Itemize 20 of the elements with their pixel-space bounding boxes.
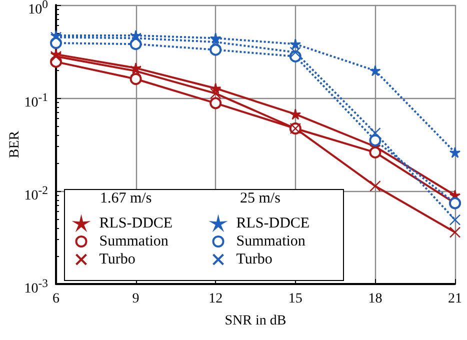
- legend-label: RLS-DDCE: [236, 216, 310, 232]
- y-tick-label: 10$^{0}$: [28, 0, 48, 20]
- x-tick-label: 9: [132, 292, 140, 306]
- legend-label: Summation: [99, 234, 169, 250]
- legend-label: Summation: [236, 234, 306, 250]
- x-tick-label: 18: [368, 292, 382, 306]
- x-tick-label: 15: [288, 292, 302, 306]
- x-tick-label: 12: [208, 292, 223, 306]
- legend-label: Turbo: [236, 252, 272, 268]
- x-tick-label: 6: [52, 292, 60, 306]
- x-axis-title: SNR in dB: [224, 314, 286, 328]
- annotation: 1.67 m/s: [100, 190, 152, 206]
- y-tick-label: 10$^{-2}$: [24, 183, 48, 206]
- legend-label: Turbo: [99, 252, 136, 268]
- annotation: 25 m/s: [240, 190, 281, 206]
- legend-label: RLS-DDCE: [99, 216, 173, 232]
- x-tick-label: 21: [448, 292, 462, 306]
- y-tick-label: 10$^{-3}$: [24, 276, 48, 299]
- y-tick-label: 10$^{-1}$: [24, 90, 48, 113]
- y-axis-title: BER: [8, 130, 22, 158]
